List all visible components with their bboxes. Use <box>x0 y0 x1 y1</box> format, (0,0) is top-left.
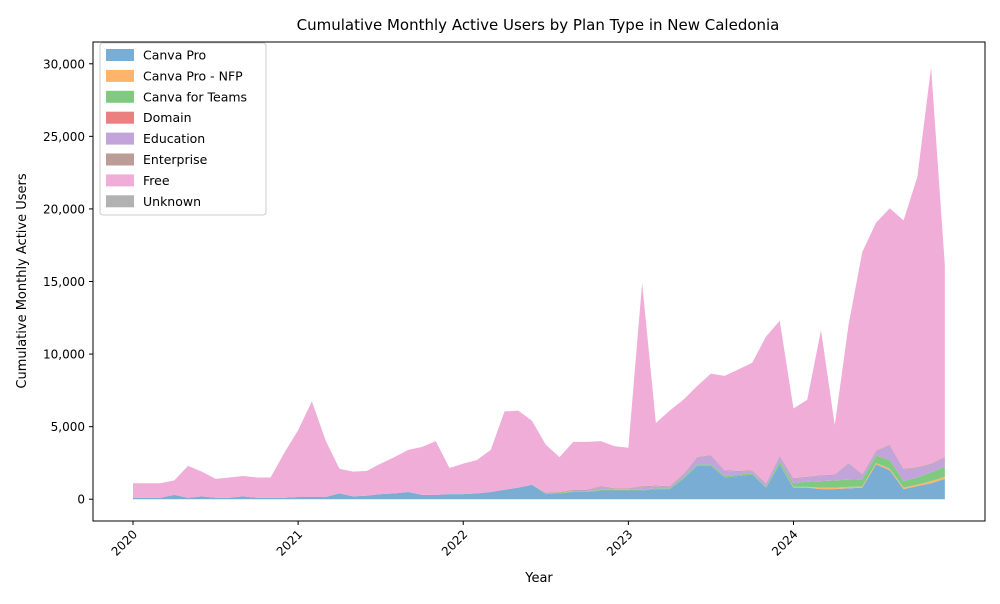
areas-layer <box>133 67 945 500</box>
area-series-6 <box>133 67 945 498</box>
x-tick-label: 2023 <box>604 527 635 558</box>
legend-swatch <box>106 174 134 187</box>
legend-swatch <box>106 49 134 61</box>
y-tick-label: 10,000 <box>43 348 85 362</box>
legend-swatch <box>106 153 134 166</box>
area-series-2 <box>133 455 945 498</box>
y-tick-label: 5,000 <box>51 420 85 434</box>
legend-swatch <box>106 132 134 145</box>
y-tick-label: 20,000 <box>43 202 85 216</box>
x-axis-label: Year <box>524 571 553 586</box>
x-tick-label: 2024 <box>769 527 800 558</box>
legend-label: Canva for Teams <box>143 89 247 104</box>
y-tick-label: 15,000 <box>43 275 85 289</box>
legend-swatch <box>106 69 134 82</box>
x-tick-label: 2022 <box>439 527 470 558</box>
legend-label: Free <box>143 173 170 188</box>
y-axis: 0 5,000 10,000 15,000 20,000 25,000 30,000 <box>43 57 93 507</box>
legend-label: Education <box>143 131 205 146</box>
legend-swatch <box>106 195 134 208</box>
y-tick-label: 30,000 <box>43 57 85 71</box>
legend-label: Canva Pro - NFP <box>143 68 243 83</box>
x-tick-label: 2020 <box>109 527 140 558</box>
legend-swatch <box>106 111 134 124</box>
legend-label: Canva Pro <box>143 48 206 63</box>
x-tick-label: 2021 <box>274 527 305 558</box>
legend-box <box>99 42 267 216</box>
y-tick-label: 25,000 <box>43 130 85 144</box>
legend-label: Enterprise <box>143 152 208 167</box>
y-tick-label: 0 <box>77 493 85 507</box>
x-axis: 2020 2021 2022 2023 2024 <box>109 521 801 559</box>
legend-label: Domain <box>143 110 192 125</box>
area-series-0 <box>133 464 945 500</box>
chart-title: Cumulative Monthly Active Users by Plan … <box>297 16 780 34</box>
legend-swatch <box>106 90 134 103</box>
legend-label: Unknown <box>143 194 201 209</box>
y-axis-label: Cumulative Monthly Active Users <box>15 173 30 388</box>
legend: Canva Pro Canva Pro - NFP Canva for Teams D… <box>99 42 267 216</box>
